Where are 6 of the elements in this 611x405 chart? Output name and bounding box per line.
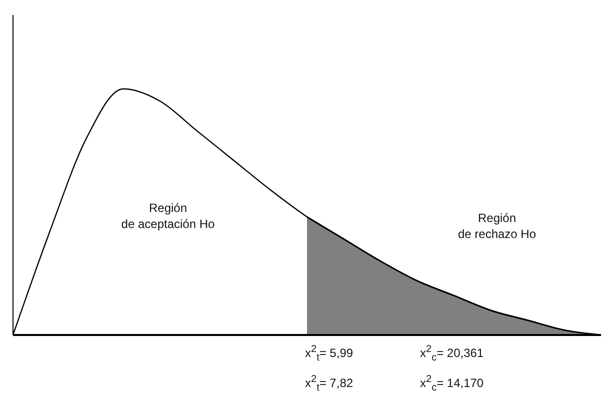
- text: x$^{2}$$_{c}$= 20,361: [420, 343, 484, 366]
- text: x$^{2}$$_{t}$= 5,99: [305, 343, 354, 366]
- text: x$^{2}$$_{c}$= 14,170: [420, 373, 484, 396]
- annotation: Región de rechazo Ho: [456, 210, 538, 242]
- annotation: Región de aceptación Ho: [120, 200, 216, 232]
- text: x$^{2}$$_{t}$= 7,82: [305, 373, 354, 396]
